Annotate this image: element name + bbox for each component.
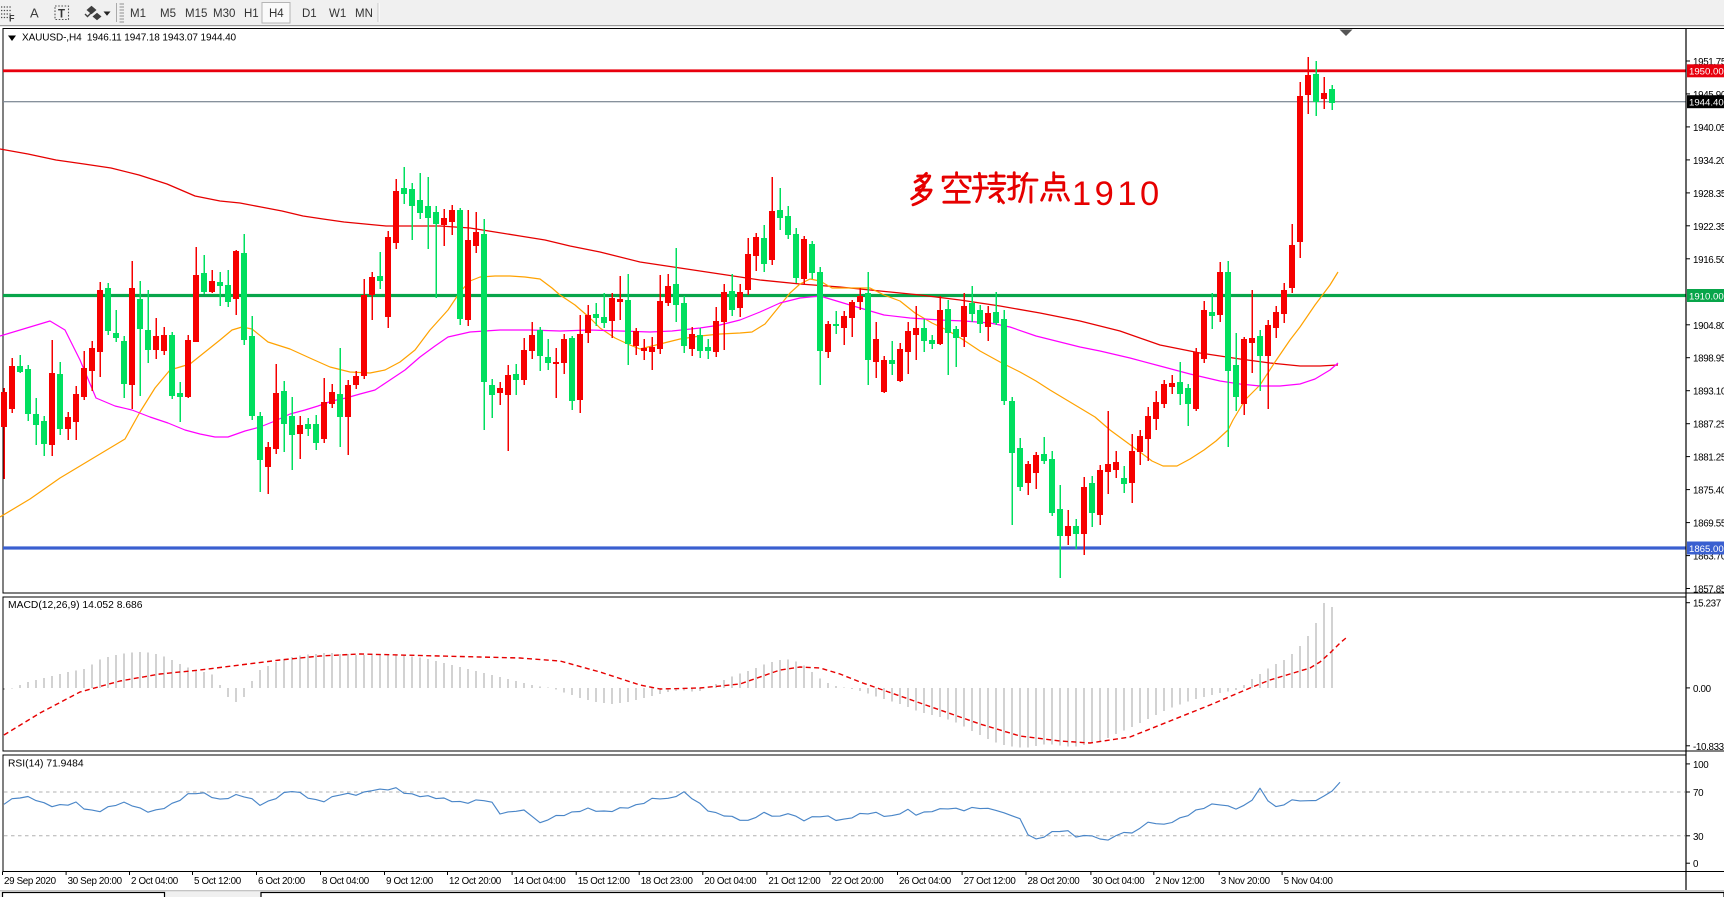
svg-text:15 Oct 12:00: 15 Oct 12:00 — [578, 876, 631, 887]
svg-text:1857.85: 1857.85 — [1693, 585, 1724, 596]
svg-text:28 Oct 20:00: 28 Oct 20:00 — [1028, 876, 1081, 887]
svg-text:3 Nov 20:00: 3 Nov 20:00 — [1221, 876, 1271, 887]
svg-text:30: 30 — [1693, 832, 1704, 843]
svg-text:M5: M5 — [160, 8, 176, 20]
svg-text:M30: M30 — [213, 8, 235, 20]
svg-text:W1: W1 — [329, 8, 346, 20]
svg-text:5 Oct 12:00: 5 Oct 12:00 — [194, 876, 242, 887]
svg-text:22 Oct 20:00: 22 Oct 20:00 — [832, 876, 885, 887]
svg-text:MN: MN — [355, 8, 373, 20]
svg-text:RSI(14) 71.9484: RSI(14) 71.9484 — [8, 759, 84, 770]
svg-text:1950.00: 1950.00 — [1689, 67, 1724, 78]
svg-text:1910.00: 1910.00 — [1689, 291, 1724, 302]
svg-text:0: 0 — [1693, 859, 1699, 870]
svg-text:1898.95: 1898.95 — [1693, 354, 1724, 365]
svg-text:12 Oct 20:00: 12 Oct 20:00 — [449, 876, 502, 887]
svg-text:30 Sep 20:00: 30 Sep 20:00 — [68, 876, 123, 887]
svg-text:1869.55: 1869.55 — [1693, 519, 1724, 530]
svg-text:1928.35: 1928.35 — [1693, 189, 1724, 200]
svg-text:T: T — [58, 9, 65, 21]
svg-text:1922.35: 1922.35 — [1693, 222, 1724, 233]
svg-text:26 Oct 04:00: 26 Oct 04:00 — [899, 876, 952, 887]
svg-text:5 Nov 04:00: 5 Nov 04:00 — [1284, 876, 1334, 887]
svg-text:2 Nov 12:00: 2 Nov 12:00 — [1155, 876, 1205, 887]
svg-text:18 Oct 23:00: 18 Oct 23:00 — [641, 876, 694, 887]
svg-text:0.00: 0.00 — [1693, 684, 1712, 695]
svg-text:-10.833: -10.833 — [1693, 742, 1724, 753]
svg-text:H1: H1 — [244, 8, 259, 20]
svg-text:15.237: 15.237 — [1693, 599, 1721, 610]
svg-text:1893.10: 1893.10 — [1693, 387, 1724, 398]
svg-text:20 Oct 04:00: 20 Oct 04:00 — [704, 876, 757, 887]
svg-text:H4: H4 — [269, 8, 284, 20]
svg-text:14 Oct 04:00: 14 Oct 04:00 — [514, 876, 567, 887]
svg-text:1910: 1910 — [1072, 175, 1163, 213]
svg-text:1934.20: 1934.20 — [1693, 156, 1724, 167]
svg-text:1881.25: 1881.25 — [1693, 453, 1724, 464]
svg-text:1875.40: 1875.40 — [1693, 486, 1724, 497]
svg-text:A: A — [30, 6, 39, 21]
svg-text:2 Oct 04:00: 2 Oct 04:00 — [131, 876, 179, 887]
svg-text:XAUUSD-,H4 1946.11 1947.18 19: XAUUSD-,H4 1946.11 1947.18 1943.07 1944.… — [22, 33, 237, 44]
svg-text:M15: M15 — [185, 8, 207, 20]
svg-text:1944.40: 1944.40 — [1689, 98, 1724, 109]
svg-text:D1: D1 — [302, 8, 317, 20]
svg-text:F: F — [9, 14, 15, 24]
svg-text:1904.80: 1904.80 — [1693, 321, 1724, 332]
svg-text:1940.05: 1940.05 — [1693, 123, 1724, 134]
svg-text:1863.70: 1863.70 — [1693, 552, 1724, 563]
svg-text:100: 100 — [1693, 760, 1709, 771]
svg-text:27 Oct 12:00: 27 Oct 12:00 — [964, 876, 1017, 887]
svg-text:1865.00: 1865.00 — [1689, 544, 1724, 555]
svg-text:9 Oct 12:00: 9 Oct 12:00 — [386, 876, 434, 887]
svg-text:70: 70 — [1693, 788, 1704, 799]
svg-text:M1: M1 — [130, 8, 146, 20]
svg-text:MACD(12,26,9) 14.052 8.686: MACD(12,26,9) 14.052 8.686 — [8, 600, 143, 611]
svg-text:1916.50: 1916.50 — [1693, 255, 1724, 266]
svg-text:29 Sep 2020: 29 Sep 2020 — [4, 876, 57, 887]
svg-text:1951.75: 1951.75 — [1693, 57, 1724, 68]
svg-text:21 Oct 12:00: 21 Oct 12:00 — [768, 876, 821, 887]
svg-text:1887.25: 1887.25 — [1693, 420, 1724, 431]
svg-text:30 Oct 04:00: 30 Oct 04:00 — [1092, 876, 1145, 887]
svg-text:6 Oct 20:00: 6 Oct 20:00 — [258, 876, 306, 887]
svg-text:8 Oct 04:00: 8 Oct 04:00 — [322, 876, 370, 887]
